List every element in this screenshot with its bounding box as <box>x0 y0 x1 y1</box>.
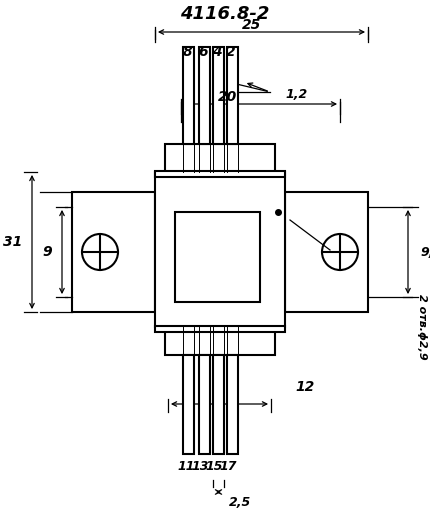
Bar <box>227 355 237 454</box>
Bar <box>155 172 284 327</box>
Bar <box>199 355 209 454</box>
Bar <box>183 47 194 144</box>
Text: 4: 4 <box>212 45 221 59</box>
Bar <box>155 171 284 177</box>
Text: 2: 2 <box>226 45 235 59</box>
Bar <box>175 212 259 302</box>
Text: 1,2: 1,2 <box>284 88 307 101</box>
Text: 11: 11 <box>177 460 194 473</box>
Text: 2 отв.ϕ2,9: 2 отв.ϕ2,9 <box>416 294 426 360</box>
Bar <box>212 355 224 454</box>
Text: 12: 12 <box>295 380 314 394</box>
Bar <box>165 327 274 355</box>
Bar <box>212 47 224 144</box>
Text: 2,5: 2,5 <box>228 496 251 509</box>
Text: 31: 31 <box>3 235 22 249</box>
Bar <box>199 47 209 144</box>
Bar <box>227 47 237 144</box>
Bar <box>183 355 194 454</box>
Text: 20: 20 <box>218 90 237 104</box>
Text: 4116.8-2: 4116.8-2 <box>180 5 269 23</box>
Text: 13: 13 <box>191 460 208 473</box>
Bar <box>155 326 284 332</box>
Text: 25: 25 <box>242 18 261 32</box>
Bar <box>165 144 274 172</box>
Text: 9,5: 9,5 <box>419 245 430 258</box>
Text: 17: 17 <box>219 460 236 473</box>
Text: 15: 15 <box>205 460 222 473</box>
Bar <box>284 192 367 312</box>
Text: 6: 6 <box>198 45 207 59</box>
Text: 9: 9 <box>42 245 52 259</box>
Text: 8: 8 <box>183 45 192 59</box>
Bar <box>72 192 155 312</box>
